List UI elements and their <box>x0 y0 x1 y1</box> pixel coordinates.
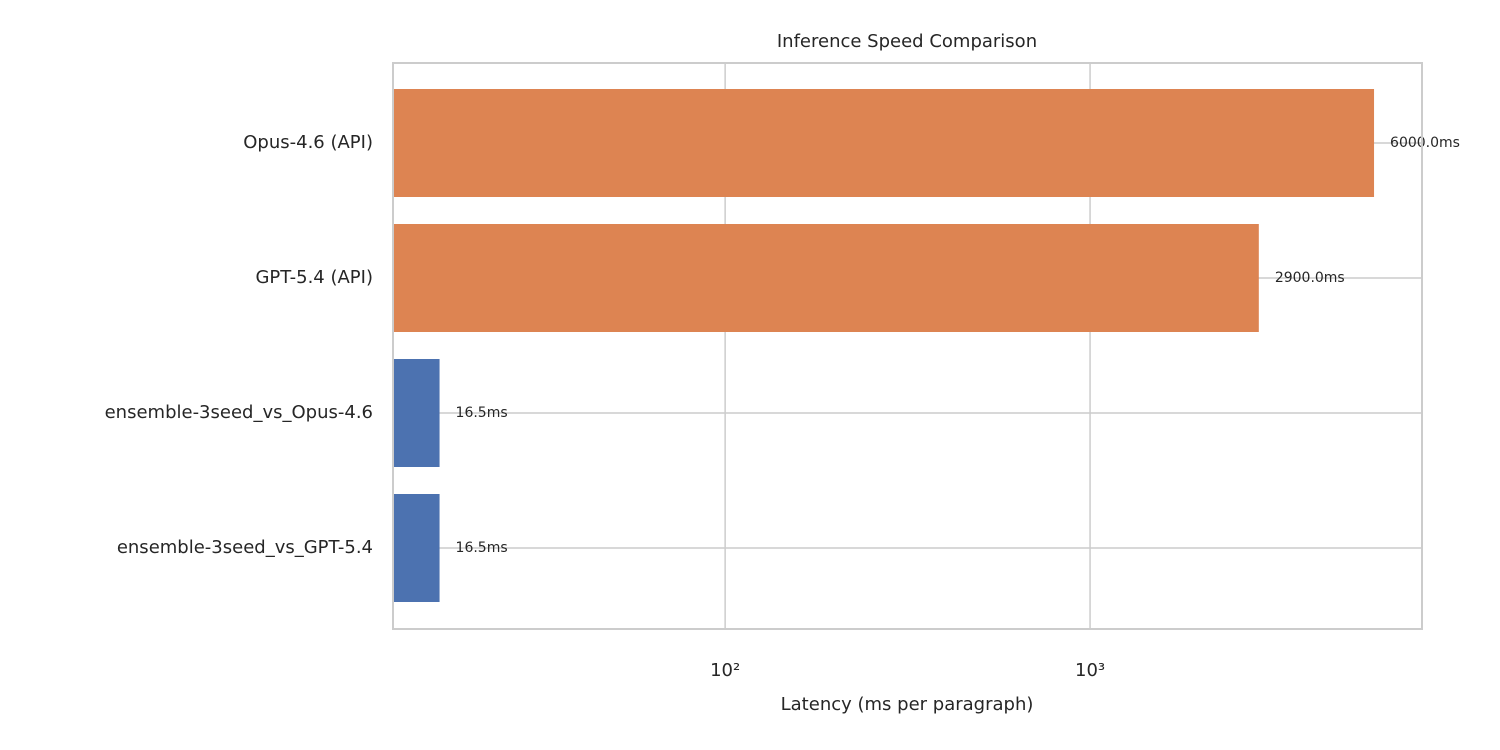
y-tick-label: Opus-4.6 (API) <box>243 132 373 153</box>
x-axis-label: Latency (ms per paragraph) <box>781 694 1034 715</box>
bar <box>393 494 440 602</box>
bar <box>393 89 1375 197</box>
plot-frame <box>392 62 1423 630</box>
y-tick-label: ensemble-3seed_vs_GPT-5.4 <box>117 537 373 558</box>
x-tick-label: 10³ <box>1075 660 1105 681</box>
bar <box>393 224 1259 332</box>
y-tick-label: GPT-5.4 (API) <box>255 267 373 288</box>
x-tick-label: 10² <box>710 660 740 681</box>
value-label: 16.5ms <box>456 405 508 421</box>
value-label: 6000.0ms <box>1390 135 1460 151</box>
y-tick-label: ensemble-3seed_vs_Opus-4.6 <box>105 402 373 423</box>
value-label: 16.5ms <box>456 540 508 556</box>
chart-title: Inference Speed Comparison <box>777 31 1037 52</box>
bar <box>393 359 440 467</box>
value-label: 2900.0ms <box>1275 270 1345 286</box>
